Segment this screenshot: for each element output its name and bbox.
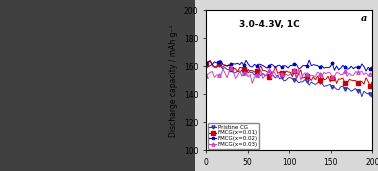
- FMCG(x=0.01): [313, 79, 318, 81]
- Text: 3.0-4.3V, 1C: 3.0-4.3V, 1C: [239, 20, 300, 29]
- FMCG(x=0.03): [322, 71, 326, 73]
- FMCG(x=0.01): [370, 81, 375, 83]
- Pristine CG: [210, 63, 215, 65]
- FMCG(x=0.02): [303, 65, 307, 67]
- Pristine CG: [313, 83, 318, 86]
- FMCG(x=0.01): [307, 77, 311, 79]
- FMCG(x=0.01): [280, 72, 284, 74]
- FMCG(x=0.03): [355, 71, 360, 73]
- FMCG(x=0.01): [353, 80, 358, 82]
- Pristine CG: [319, 82, 324, 84]
- FMCG(x=0.03): [204, 75, 208, 77]
- FMCG(x=0.03): [370, 74, 375, 76]
- FMCG(x=0.03): [229, 67, 234, 69]
- Legend: Pristine CG, FMCG(x=0.01), FMCG(x=0.02), FMCG(x=0.03): Pristine CG, FMCG(x=0.01), FMCG(x=0.02),…: [208, 123, 259, 149]
- Line: Pristine CG: Pristine CG: [204, 63, 374, 100]
- FMCG(x=0.01): [305, 75, 309, 77]
- FMCG(x=0.02): [305, 65, 309, 67]
- Line: FMCG(x=0.01): FMCG(x=0.01): [204, 59, 374, 88]
- FMCG(x=0.02): [364, 70, 368, 72]
- FMCG(x=0.02): [313, 64, 318, 66]
- Pristine CG: [280, 76, 284, 78]
- FMCG(x=0.03): [282, 75, 286, 77]
- Text: a: a: [361, 15, 367, 23]
- FMCG(x=0.01): [204, 63, 208, 65]
- Line: FMCG(x=0.02): FMCG(x=0.02): [204, 58, 374, 73]
- FMCG(x=0.01): [368, 85, 372, 87]
- FMCG(x=0.03): [250, 82, 255, 84]
- Y-axis label: Discharge capacity / mAh g⁻¹: Discharge capacity / mAh g⁻¹: [169, 24, 178, 137]
- FMCG(x=0.02): [204, 63, 208, 65]
- FMCG(x=0.03): [307, 75, 311, 77]
- FMCG(x=0.02): [370, 65, 375, 67]
- Pristine CG: [305, 80, 309, 82]
- FMCG(x=0.02): [319, 64, 324, 67]
- Pristine CG: [370, 97, 375, 99]
- Pristine CG: [307, 84, 311, 86]
- FMCG(x=0.02): [307, 59, 311, 61]
- Pristine CG: [353, 87, 358, 89]
- FMCG(x=0.01): [208, 60, 212, 62]
- FMCG(x=0.03): [315, 71, 320, 73]
- FMCG(x=0.03): [309, 74, 313, 76]
- Line: FMCG(x=0.03): FMCG(x=0.03): [204, 67, 374, 85]
- Pristine CG: [204, 64, 208, 67]
- FMCG(x=0.02): [277, 64, 282, 66]
- FMCG(x=0.02): [353, 66, 358, 68]
- FMCG(x=0.01): [319, 73, 324, 75]
